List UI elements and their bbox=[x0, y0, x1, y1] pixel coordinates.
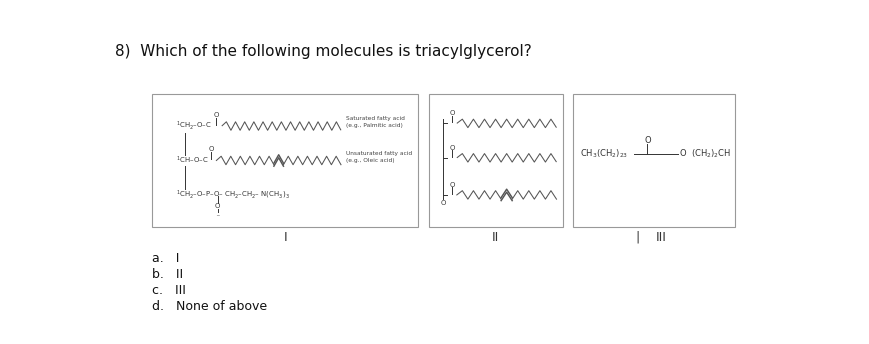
Text: 8)  Which of the following molecules is triacylglycerol?: 8) Which of the following molecules is t… bbox=[116, 44, 532, 59]
Text: O: O bbox=[644, 136, 651, 145]
Text: II: II bbox=[492, 231, 500, 244]
Text: |: | bbox=[635, 231, 640, 244]
Text: O: O bbox=[449, 182, 454, 188]
Text: O: O bbox=[449, 145, 454, 151]
Text: $\mathregular{^1}$CH$_2$–O–P–O– CH$_2$–CH$_2$– N(CH$_3$)$_3$: $\mathregular{^1}$CH$_2$–O–P–O– CH$_2$–C… bbox=[176, 189, 289, 201]
Text: c.   III: c. III bbox=[152, 284, 186, 297]
Text: Saturated fatty acid
(e.g., Palmitic acid): Saturated fatty acid (e.g., Palmitic aci… bbox=[346, 116, 405, 128]
Text: (CH$_2$)$_2$CH: (CH$_2$)$_2$CH bbox=[691, 148, 732, 160]
Text: $\mathregular{^1}$CH$_2$–O–C: $\mathregular{^1}$CH$_2$–O–C bbox=[176, 120, 212, 132]
Text: O: O bbox=[449, 110, 454, 116]
Text: b.   II: b. II bbox=[152, 268, 183, 281]
Text: O: O bbox=[214, 112, 219, 118]
Text: I: I bbox=[283, 231, 288, 244]
Text: III: III bbox=[655, 231, 667, 244]
Bar bbox=[152, 94, 419, 227]
Text: O: O bbox=[441, 201, 446, 206]
Text: a.   I: a. I bbox=[152, 252, 180, 265]
Text: O: O bbox=[209, 146, 214, 152]
Text: d.   None of above: d. None of above bbox=[152, 300, 268, 313]
Text: Unsaturated fatty acid
(e.g., Oleic acid): Unsaturated fatty acid (e.g., Oleic acid… bbox=[346, 151, 412, 162]
Text: $\mathregular{^1}$CH–O–C: $\mathregular{^1}$CH–O–C bbox=[176, 155, 209, 166]
Bar bbox=[428, 94, 563, 227]
Text: CH$_3$(CH$_2$)$_{23}$: CH$_3$(CH$_2$)$_{23}$ bbox=[580, 148, 628, 160]
Bar bbox=[574, 94, 735, 227]
Text: O: O bbox=[215, 203, 221, 208]
Text: O: O bbox=[680, 149, 687, 158]
Text: _: _ bbox=[216, 212, 219, 216]
